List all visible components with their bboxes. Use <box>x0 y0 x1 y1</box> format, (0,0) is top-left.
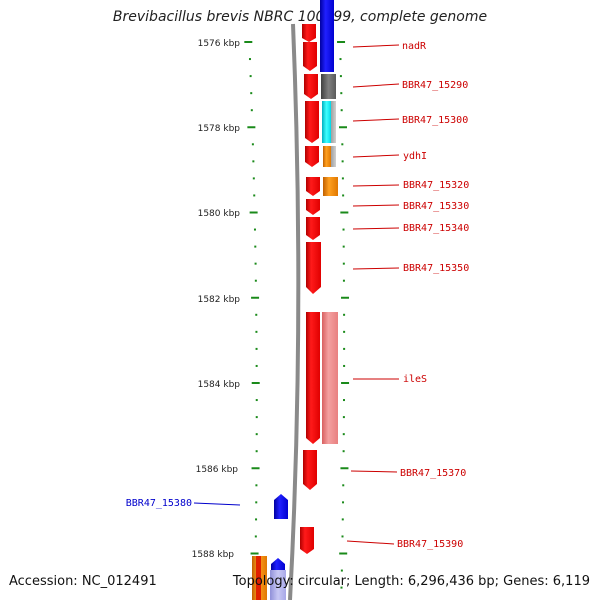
scale-label-1580: 1580 kbp <box>198 209 241 219</box>
gene-arrow-BBR47_15300[interactable] <box>305 101 319 143</box>
gene-arrow-BBR47_15370[interactable] <box>303 450 317 490</box>
gene-arrow-BBR47_15390[interactable] <box>300 527 314 554</box>
gene-block-gray[interactable] <box>321 74 336 99</box>
gene-label-BBR47_15320[interactable]: BBR47_15320 <box>403 180 469 191</box>
leader-line-BBR47_15350 <box>352 267 400 270</box>
gene-label-BBR47_15380[interactable]: BBR47_15380 <box>126 498 192 509</box>
topology-text: Topology: circular; Length: 6,296,436 bp… <box>232 574 590 589</box>
gene-block-red-bottom[interactable] <box>256 556 261 600</box>
gene-arrow-BBR47_15340[interactable] <box>306 217 320 240</box>
gene-arrow-nadR[interactable] <box>303 42 317 71</box>
gene-arrow-BBR47_15290[interactable] <box>304 74 318 99</box>
scale-label-1578: 1578 kbp <box>198 124 241 134</box>
gene-block-orange-1[interactable] <box>323 146 331 167</box>
gene-label-ydhI[interactable]: ydhI <box>403 151 427 162</box>
gene-label-BBR47_15350[interactable]: BBR47_15350 <box>403 263 469 274</box>
gene-arrow-ydhI[interactable] <box>305 146 319 167</box>
leader-line-BBR47_15340 <box>352 227 400 230</box>
gene-arrow-BBR47_15320[interactable] <box>306 177 320 196</box>
leader-line-BBR47_15330 <box>352 204 400 207</box>
gene-block-lavender-bottom[interactable] <box>270 570 286 600</box>
gene-block-lightgray-2[interactable] <box>331 146 336 167</box>
gene-label-BBR47_15300[interactable]: BBR47_15300 <box>402 115 468 126</box>
leader-line-nadR <box>352 44 400 48</box>
scale-label-1586: 1586 kbp <box>196 465 239 475</box>
leader-line-BBR47_15390 <box>346 540 395 545</box>
gene-label-BBR47_15330[interactable]: BBR47_15330 <box>403 201 469 212</box>
gene-block-lightgray-1[interactable] <box>331 101 336 143</box>
gene-block-blue-top[interactable] <box>320 0 334 72</box>
leader-line-BBR47_15380 <box>193 502 241 506</box>
scale-labels: 1576 kbp 1578 kbp 1580 kbp 1582 kbp 1584… <box>192 39 241 560</box>
gene-label-nadR[interactable]: nadR <box>402 41 427 52</box>
leader-line-BBR47_15370 <box>350 470 398 473</box>
scale-label-1584: 1584 kbp <box>198 380 241 390</box>
leader-line-ydhI <box>352 154 400 158</box>
scale-label-1576: 1576 kbp <box>198 39 241 49</box>
gene-label-BBR47_15390[interactable]: BBR47_15390 <box>397 539 463 550</box>
secondary-row-genes <box>320 0 338 444</box>
scale-ticks <box>244 41 350 589</box>
leader-line-BBR47_15290 <box>352 83 400 88</box>
gene-label-BBR47_15340[interactable]: BBR47_15340 <box>403 223 469 234</box>
gene-block-cyan[interactable] <box>322 101 331 143</box>
gene-arrow-BBR47_15380[interactable] <box>274 494 288 519</box>
gene-arrow-top[interactable] <box>302 24 316 42</box>
leader-line-BBR47_15320 <box>352 184 400 187</box>
genome-title: Brevibacillus brevis NBRC 100599, comple… <box>112 9 488 25</box>
gene-block-pink-ileS[interactable] <box>322 312 338 444</box>
gene-arrow-BBR47_15350[interactable] <box>306 242 321 294</box>
reverse-strand-genes <box>252 494 288 600</box>
gene-labels: nadR BBR47_15290 BBR47_15300 ydhI BBR47_… <box>126 41 469 550</box>
forward-strand-genes <box>300 24 321 554</box>
leader-line-BBR47_15300 <box>352 118 400 122</box>
gene-arrow-ileS[interactable] <box>306 312 320 444</box>
gene-block-orange-2[interactable] <box>323 177 338 196</box>
leader-lines <box>193 44 400 545</box>
gene-label-BBR47_15290[interactable]: BBR47_15290 <box>402 80 468 91</box>
gene-arrow-BBR47_15330[interactable] <box>306 199 320 215</box>
scale-label-1588: 1588 kbp <box>192 550 235 560</box>
genome-backbone <box>288 23 301 600</box>
scale-label-1582: 1582 kbp <box>198 295 241 305</box>
accession-text: Accession: NC_012491 <box>9 574 157 589</box>
gene-label-ileS[interactable]: ileS <box>403 374 427 385</box>
gene-label-BBR47_15370[interactable]: BBR47_15370 <box>400 468 466 479</box>
